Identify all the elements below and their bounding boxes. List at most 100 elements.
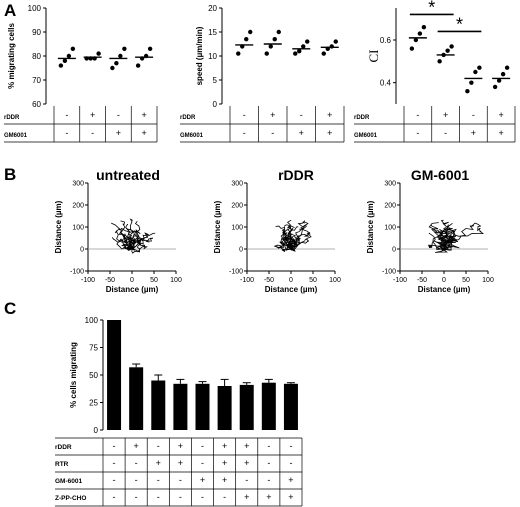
- condition-sign: -: [289, 458, 292, 468]
- x-tick-label: 100: [329, 277, 341, 284]
- row-label: GM6001: [4, 133, 28, 139]
- condition-sign: -: [267, 441, 270, 451]
- data-point: [58, 63, 64, 68]
- condition-sign: -: [157, 475, 160, 485]
- data-point: [409, 46, 415, 51]
- y-axis-label: % migrating cells: [7, 23, 16, 89]
- cell-track: [127, 232, 139, 250]
- panel-label-c: C: [4, 299, 16, 318]
- bar: [107, 320, 122, 430]
- data-point: [268, 44, 273, 49]
- condition-sign: -: [201, 458, 204, 468]
- condition-sign: +: [222, 441, 227, 451]
- bar: [217, 386, 232, 430]
- significance-star: *: [456, 14, 463, 34]
- y-tick-label: 5: [213, 76, 218, 85]
- y-tick-label: 50: [89, 371, 98, 380]
- data-point: [276, 29, 281, 35]
- y-tick-label: 200: [384, 203, 396, 210]
- condition-sign: -: [157, 441, 160, 451]
- condition-sign: +: [141, 128, 146, 138]
- condition-sign: -: [135, 492, 138, 502]
- condition-sign: -: [113, 492, 116, 502]
- condition-sign: -: [267, 475, 270, 485]
- y-axis-label: Distance (µm): [366, 200, 375, 253]
- condition-sign: -: [416, 128, 419, 138]
- condition-sign: +: [498, 128, 503, 138]
- condition-sign: -: [245, 475, 248, 485]
- data-point: [477, 65, 482, 70]
- condition-sign: +: [270, 110, 275, 120]
- y-axis-label: speed (µm/min): [195, 26, 204, 85]
- condition-sign: -: [243, 128, 246, 138]
- y-tick-label: -100: [229, 269, 243, 276]
- row-label: GM6001: [180, 133, 204, 139]
- data-point: [135, 63, 141, 68]
- row-label: rDDR: [180, 115, 196, 121]
- condition-sign: +: [288, 492, 293, 502]
- condition-sign: +: [498, 110, 503, 120]
- data-point: [465, 89, 470, 94]
- condition-sign: +: [266, 492, 271, 502]
- data-point: [70, 46, 76, 51]
- condition-sign: -: [179, 492, 182, 502]
- data-point: [297, 49, 302, 54]
- condition-sign: -: [91, 128, 94, 138]
- data-point: [421, 25, 427, 30]
- data-point: [469, 80, 474, 85]
- x-tick-label: 0: [442, 277, 446, 284]
- data-point: [417, 31, 423, 36]
- y-tick-label: 100: [72, 225, 84, 232]
- chart-title: GM-6001: [411, 167, 470, 183]
- panel-label-a: A: [4, 1, 16, 20]
- y-tick-label: 300: [384, 181, 396, 188]
- data-point: [66, 53, 72, 59]
- x-tick-label: 0: [130, 277, 134, 284]
- y-tick-label: 0: [392, 247, 396, 254]
- condition-sign: -: [179, 475, 182, 485]
- x-tick-label: -50: [417, 277, 427, 284]
- x-tick-label: 100: [170, 277, 182, 284]
- condition-sign: -: [135, 458, 138, 468]
- chart-c: 0 25 50 75 100 % cells migrating rDDR - + - + - + + - -…: [55, 316, 303, 507]
- cell-track: [126, 238, 137, 250]
- y-tick-label: 200: [72, 203, 84, 210]
- data-point: [445, 48, 450, 53]
- row-label: rDDR: [55, 444, 72, 451]
- cell-track: [439, 225, 455, 250]
- data-point: [122, 46, 127, 51]
- cell-track: [275, 225, 292, 250]
- data-point: [293, 51, 298, 56]
- chart-b3: -100 -50 0 50 100 -100 0 100 200 300 Distance (µm)…: [366, 167, 494, 294]
- x-tick-label: -50: [105, 277, 115, 284]
- chart-title: untreated: [96, 167, 160, 183]
- condition-sign: -: [117, 110, 120, 120]
- condition-sign: -: [271, 128, 274, 138]
- condition-sign: -: [472, 110, 475, 120]
- cell-track: [127, 229, 144, 253]
- chart-title: rDDR: [278, 167, 314, 183]
- y-tick-label: 0: [80, 247, 84, 254]
- y-tick-label: 60: [32, 100, 41, 109]
- cell-track: [438, 222, 453, 250]
- condition-sign: +: [443, 110, 448, 120]
- condition-sign: +: [327, 110, 332, 120]
- condition-sign: +: [200, 475, 205, 485]
- y-tick-label: 80: [32, 52, 41, 61]
- data-point: [321, 51, 326, 56]
- data-point: [496, 78, 502, 83]
- row-label: rDDR: [4, 115, 20, 121]
- condition-sign: +: [178, 458, 183, 468]
- data-point: [333, 39, 338, 44]
- bar: [151, 380, 166, 430]
- condition-sign: -: [300, 110, 303, 120]
- condition-sign: -: [223, 492, 226, 502]
- y-tick-label: 15: [208, 28, 217, 37]
- y-tick-label: 25: [89, 399, 98, 408]
- data-point: [272, 37, 277, 42]
- x-axis-label: Distance (µm): [106, 285, 159, 294]
- data-point: [147, 46, 153, 51]
- y-tick-label: 100: [231, 225, 243, 232]
- condition-sign: -: [113, 458, 116, 468]
